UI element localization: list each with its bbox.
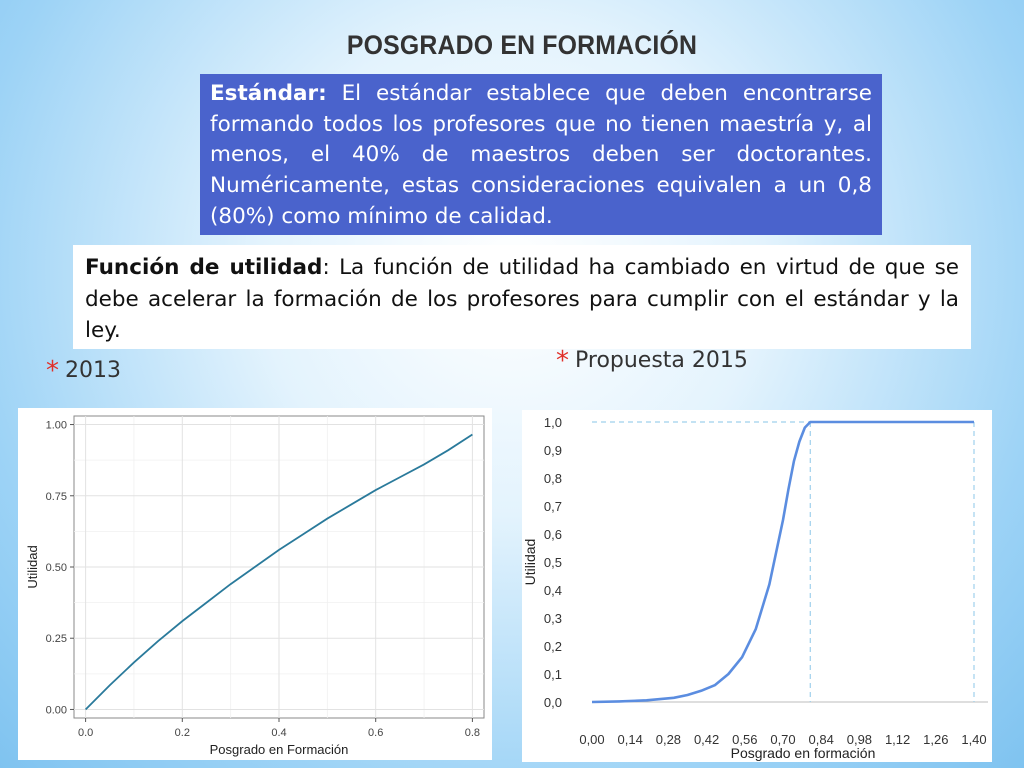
x-tick-label: 0,56	[732, 732, 757, 747]
x-tick-label: 0,14	[618, 732, 643, 747]
y-tick-label: 0,6	[544, 527, 562, 542]
series-line-2015	[591, 420, 974, 704]
chart-2015-panel: 0,0 0,1 0,2 0,3 0,4 0,5 0,6 0,7 0,8 0,9 1,0 0,00 0,1…	[522, 410, 992, 762]
bullet-star-icon: *	[556, 346, 569, 376]
y-tick-label: 0.50	[46, 562, 67, 574]
x-tick-label: 0.2	[175, 727, 190, 739]
x-tick-label: 1,12	[885, 732, 910, 747]
chart-2013-panel: 0.0 0.2 0.4 0.6 0.8 0.00 0.25 0.50 0.75 1.00 Posgr…	[18, 408, 492, 760]
y-tick-label: 0,2	[544, 639, 562, 654]
x-tick-label: 0.6	[368, 727, 383, 739]
x-tick-label: 0,98	[847, 732, 872, 747]
y-tick-label: 0.25	[46, 633, 67, 645]
y-tick-label: 0,3	[544, 611, 562, 626]
standard-label: Estándar:	[210, 81, 327, 106]
standard-text: El estándar establece que deben encontra…	[210, 81, 872, 229]
bullet-2013: * 2013	[46, 356, 121, 386]
y-axis-label: Utilidad	[25, 545, 40, 588]
y-tick-label: 0,9	[544, 443, 562, 458]
y-tick-label: 0.75	[46, 491, 67, 503]
y-tick-label: 0,1	[544, 667, 562, 682]
utility-label: Función de utilidad	[85, 255, 323, 280]
y-tick-label: 0,0	[544, 695, 562, 710]
x-axis-label: Posgrado en formación	[731, 745, 876, 761]
x-tick-label: 0.4	[271, 727, 286, 739]
x-tick-label: 1,40	[961, 732, 986, 747]
chart-2015: 0,0 0,1 0,2 0,3 0,4 0,5 0,6 0,7 0,8 0,9 1,0 0,00 0,1…	[522, 415, 988, 761]
x-tick-label: 0,28	[656, 732, 681, 747]
y-axis-label: Utilidad	[522, 539, 538, 586]
y-tick-label: 0,8	[544, 471, 562, 486]
x-tick-label: 0.0	[78, 727, 93, 739]
y-tick-label: 0,7	[544, 499, 562, 514]
x-tick-label: 0,00	[579, 732, 604, 747]
bullet-2015: * Propuesta 2015	[556, 346, 748, 376]
bullet-2015-label: Propuesta 2015	[575, 348, 748, 373]
chart-2013: 0.0 0.2 0.4 0.6 0.8 0.00 0.25 0.50 0.75 1.00 Posgr…	[25, 415, 485, 757]
y-tick-label: 0,4	[544, 583, 562, 598]
y-tick-label: 1.00	[46, 420, 67, 432]
utility-box: Función de utilidad: La función de utili…	[73, 245, 971, 349]
bullet-star-icon: *	[46, 356, 59, 386]
x-axis-label: Posgrado en Formación	[210, 742, 349, 757]
utility-text: : La función de utilidad ha cambiado en …	[85, 255, 960, 343]
x-tick-label: 0,70	[770, 732, 795, 747]
x-tick-label: 0.8	[465, 727, 480, 739]
standard-box: Estándar: El estándar establece que debe…	[200, 74, 882, 235]
y-tick-label: 0.00	[46, 704, 67, 716]
y-tick-label: 0,5	[544, 555, 562, 570]
x-tick-label: 0,84	[809, 732, 834, 747]
series-line-2013	[84, 433, 473, 711]
bullet-2013-label: 2013	[65, 358, 121, 383]
x-tick-label: 1,26	[923, 732, 948, 747]
x-tick-label: 0,42	[694, 732, 719, 747]
slide-title: POSGRADO EN FORMACIÓN	[346, 30, 698, 60]
y-tick-label: 1,0	[544, 415, 562, 430]
